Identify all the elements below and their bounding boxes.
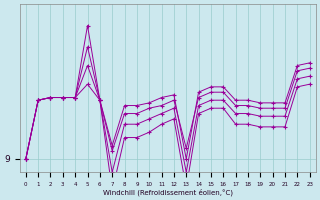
X-axis label: Windchill (Refroidissement éolien,°C): Windchill (Refroidissement éolien,°C) (103, 188, 233, 196)
